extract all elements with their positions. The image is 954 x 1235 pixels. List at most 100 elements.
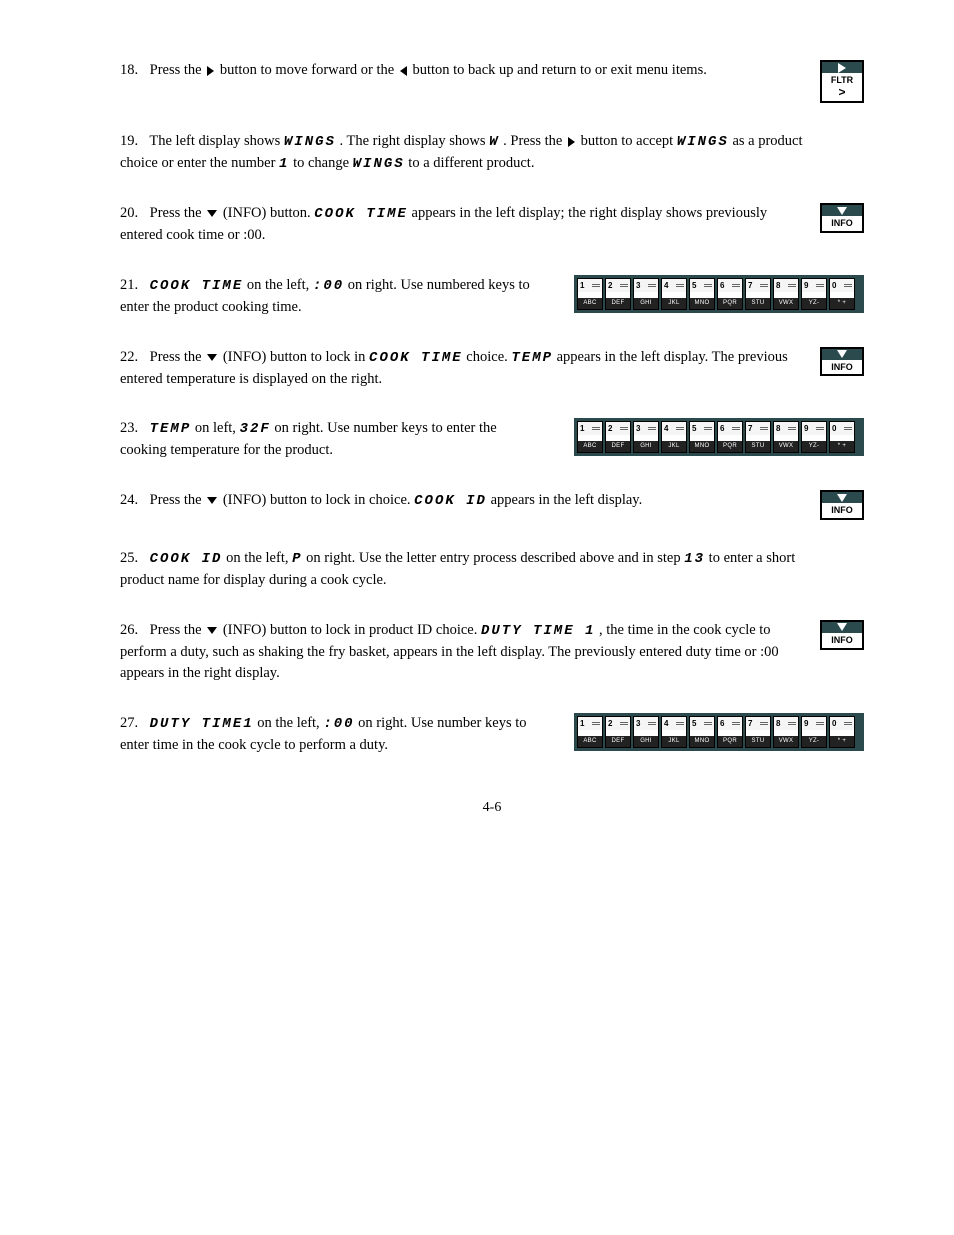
keypad[interactable]: 1ABC2DEF3GHI4JKL5MNO6PQR7STU8VWX9YZ-0* + (574, 275, 864, 313)
keypad-graphic: 1ABC2DEF3GHI4JKL5MNO6PQR7STU8VWX9YZ-0* + (574, 275, 864, 313)
step-24: 24. Press the (INFO) button to lock in c… (120, 490, 864, 520)
lcd-32f: 32F (240, 421, 271, 437)
lcd-cooktime-left: COOK TIME (150, 278, 244, 294)
key-7[interactable]: 7STU (745, 421, 771, 453)
keypad-graphic: 1ABC2DEF3GHI4JKL5MNO6PQR7STU8VWX9YZ-0* + (574, 418, 864, 456)
info-label: INFO (822, 363, 862, 373)
key-3[interactable]: 3GHI (633, 421, 659, 453)
step-25: 25. COOK ID on the left, P on right. Use… (120, 548, 864, 592)
key-5[interactable]: 5MNO (689, 421, 715, 453)
info-button[interactable]: INFO (820, 490, 864, 520)
info-label: INFO (822, 506, 862, 516)
key-9[interactable]: 9YZ- (801, 278, 827, 310)
info-button-graphic: INFO (820, 203, 864, 233)
lcd-13: 13 (684, 551, 705, 567)
lcd-wings3: WINGS (353, 156, 405, 172)
keypad[interactable]: 1ABC2DEF3GHI4JKL5MNO6PQR7STU8VWX9YZ-0* + (574, 713, 864, 751)
info-button[interactable]: INFO (820, 203, 864, 233)
key-5[interactable]: 5MNO (689, 716, 715, 748)
keypad[interactable]: 1ABC2DEF3GHI4JKL5MNO6PQR7STU8VWX9YZ-0* + (574, 418, 864, 456)
info-button-graphic: INFO (820, 490, 864, 520)
info-button[interactable]: INFO (820, 620, 864, 650)
step-19: 19. The left display shows WINGS . The r… (120, 131, 864, 175)
step-27: 27. DUTY TIME1 on the left, :00 on right… (120, 713, 864, 757)
key-0[interactable]: 0* + (829, 716, 855, 748)
down-icon (837, 207, 847, 215)
gt-icon: > (822, 86, 862, 99)
key-1[interactable]: 1ABC (577, 716, 603, 748)
key-6[interactable]: 6PQR (717, 421, 743, 453)
info-label: INFO (822, 636, 862, 646)
step-25-text: 25. COOK ID on the left, P on right. Use… (120, 548, 844, 592)
step-26-text: 26. Press the (INFO) button to lock in p… (120, 620, 800, 686)
key-4[interactable]: 4JKL (661, 278, 687, 310)
down-icon (837, 494, 847, 502)
info-label: INFO (822, 219, 862, 229)
play-icon (838, 63, 846, 73)
step-20: 20. Press the (INFO) button. COOK TIME a… (120, 203, 864, 247)
step-num: 22. (120, 347, 146, 369)
lcd-wings2: WINGS (677, 134, 729, 150)
step-num: 20. (120, 203, 146, 225)
step-num: 26. (120, 620, 146, 642)
step-19-text: 19. The left display shows WINGS . The r… (120, 131, 844, 175)
step-22: 22. Press the (INFO) button to lock in C… (120, 347, 864, 391)
keypad-graphic: 1ABC2DEF3GHI4JKL5MNO6PQR7STU8VWX9YZ-0* + (574, 713, 864, 751)
step-24-text: 24. Press the (INFO) button to lock in c… (120, 490, 800, 512)
lcd-wings: WINGS (284, 134, 336, 150)
lcd-p: P (292, 551, 302, 567)
step-num: 21. (120, 275, 146, 297)
step-num: 19. (120, 131, 146, 153)
lcd-temp: TEMP (511, 350, 553, 366)
down-arrow-icon (207, 497, 217, 504)
step-26: 26. Press the (INFO) button to lock in p… (120, 620, 864, 686)
key-1[interactable]: 1ABC (577, 421, 603, 453)
down-arrow-icon (207, 354, 217, 361)
fltr-button[interactable]: FLTR > (820, 60, 864, 103)
right-arrow-icon (207, 66, 214, 76)
key-7[interactable]: 7STU (745, 278, 771, 310)
lcd-cookid-left: COOK ID (150, 551, 223, 567)
step-21-text: 21. COOK TIME on the left, :00 on right.… (120, 275, 554, 319)
step-27-text: 27. DUTY TIME1 on the left, :00 on right… (120, 713, 554, 757)
lcd-1: 1 (279, 156, 289, 172)
page-number: 4-6 (120, 797, 864, 818)
lcd-00: :00 (313, 278, 344, 294)
key-8[interactable]: 8VWX (773, 278, 799, 310)
key-6[interactable]: 6PQR (717, 716, 743, 748)
lcd-w: W (489, 134, 499, 150)
key-8[interactable]: 8VWX (773, 421, 799, 453)
lcd-cookid: COOK ID (414, 493, 487, 509)
key-0[interactable]: 0* + (829, 421, 855, 453)
left-arrow-icon (400, 66, 407, 76)
key-7[interactable]: 7STU (745, 716, 771, 748)
key-2[interactable]: 2DEF (605, 278, 631, 310)
key-9[interactable]: 9YZ- (801, 421, 827, 453)
key-0[interactable]: 0* + (829, 278, 855, 310)
step-21: 21. COOK TIME on the left, :00 on right.… (120, 275, 864, 319)
key-8[interactable]: 8VWX (773, 716, 799, 748)
down-arrow-icon (207, 210, 217, 217)
lcd-cooktime: COOK TIME (314, 206, 408, 222)
step-num: 18. (120, 60, 146, 82)
lcd-temp-left: TEMP (150, 421, 192, 437)
key-2[interactable]: 2DEF (605, 421, 631, 453)
down-icon (837, 623, 847, 631)
key-3[interactable]: 3GHI (633, 278, 659, 310)
key-6[interactable]: 6PQR (717, 278, 743, 310)
step-num: 25. (120, 548, 146, 570)
key-5[interactable]: 5MNO (689, 278, 715, 310)
key-9[interactable]: 9YZ- (801, 716, 827, 748)
key-3[interactable]: 3GHI (633, 716, 659, 748)
step-18-text: 18. Press the button to move forward or … (120, 60, 800, 82)
key-2[interactable]: 2DEF (605, 716, 631, 748)
key-4[interactable]: 4JKL (661, 716, 687, 748)
key-1[interactable]: 1ABC (577, 278, 603, 310)
down-arrow-icon (207, 627, 217, 634)
info-button[interactable]: INFO (820, 347, 864, 377)
lcd-dutytime1-left: DUTY TIME1 (150, 716, 254, 732)
info-button-graphic: INFO (820, 620, 864, 650)
key-4[interactable]: 4JKL (661, 421, 687, 453)
step-num: 27. (120, 713, 146, 735)
step-num: 24. (120, 490, 146, 512)
